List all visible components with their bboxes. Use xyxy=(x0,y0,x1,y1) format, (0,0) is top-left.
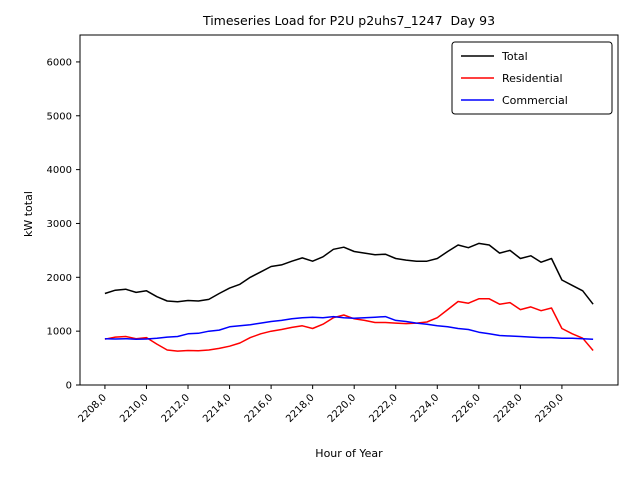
series-line-commercial xyxy=(104,315,594,340)
chart-title: Timeseries Load for P2U p2uhs7_1247 Day … xyxy=(202,13,496,28)
y-tick-label: 1000 xyxy=(47,327,72,338)
x-tick-label: 2212,0 xyxy=(160,392,193,425)
x-tick-label: 2216,0 xyxy=(243,392,276,425)
x-tick-label: 2214,0 xyxy=(201,392,234,425)
legend-label-total: Total xyxy=(501,50,528,63)
x-tick-label: 2230,0 xyxy=(534,392,567,425)
x-tick-label: 2228,0 xyxy=(492,392,525,425)
y-tick-label: 6000 xyxy=(47,57,72,68)
y-tick-label: 5000 xyxy=(47,111,72,122)
x-tick-label: 2222,0 xyxy=(367,392,400,425)
x-tick-label: 2224,0 xyxy=(409,392,442,425)
x-tick-label: 2220,0 xyxy=(326,392,359,425)
legend-label-residential: Residential xyxy=(502,72,563,85)
x-axis-label: Hour of Year xyxy=(315,447,383,460)
y-tick-label: 3000 xyxy=(47,219,72,230)
legend-box xyxy=(451,41,613,115)
x-tick-label: 2210,0 xyxy=(118,392,151,425)
series-line-residential xyxy=(104,298,594,352)
axes-frame xyxy=(79,34,619,386)
x-tick-label: 2218,0 xyxy=(284,392,317,425)
y-tick-label: 0 xyxy=(66,381,72,392)
y-tick-label: 4000 xyxy=(47,165,72,176)
x-tick-label: 2208,0 xyxy=(77,392,110,425)
legend-label-commercial: Commercial xyxy=(502,94,568,107)
x-tick-label: 2226,0 xyxy=(450,392,483,425)
series-line-total xyxy=(104,242,594,305)
y-tick-label: 2000 xyxy=(47,273,72,284)
